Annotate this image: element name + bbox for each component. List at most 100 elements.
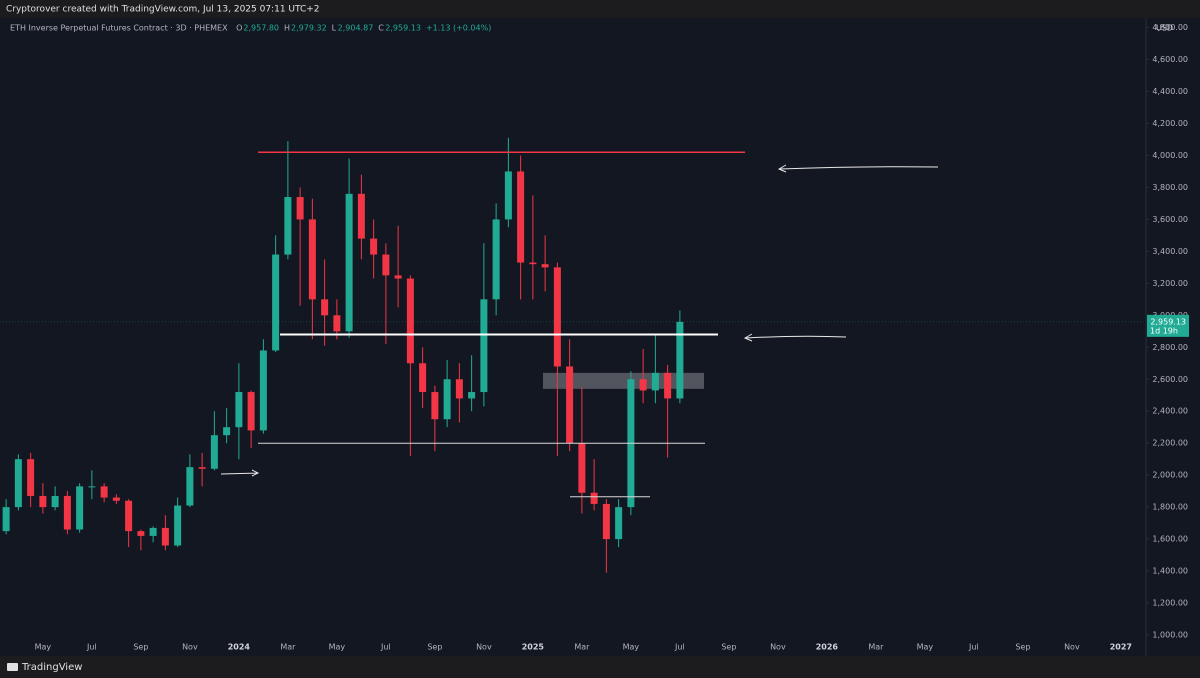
candle-body	[76, 486, 84, 530]
candle-body	[2, 507, 10, 532]
candle-body	[590, 492, 598, 504]
candle-body	[161, 527, 169, 546]
y-tick-label: 2,600.00	[1152, 375, 1188, 384]
x-tick-label: 2027	[1110, 643, 1132, 652]
top-bar	[0, 0, 1200, 18]
candle-body	[382, 254, 390, 276]
y-tick-label: 1,000.00	[1152, 631, 1188, 640]
arrow	[777, 164, 939, 173]
y-tick-label: 1,600.00	[1152, 535, 1188, 544]
x-tick-label: Jul	[674, 643, 685, 652]
arrow	[220, 469, 260, 477]
candle-body	[210, 435, 218, 469]
candle-body	[186, 467, 194, 506]
brand-logo: TradingView	[7, 662, 82, 673]
legend-value: 2,959.13	[385, 24, 421, 33]
change: +1.13 (+0.04%)	[426, 24, 491, 33]
x-tick-label: Jul	[380, 643, 391, 652]
candle-body	[455, 379, 463, 399]
y-tick-label: 1,400.00	[1152, 567, 1188, 576]
candle-body	[345, 193, 353, 332]
y-tick-label: 4,000.00	[1152, 151, 1188, 160]
candle-body	[223, 427, 231, 436]
credit: Cryptorover created with TradingView.com…	[6, 5, 320, 15]
candle-body	[676, 321, 684, 399]
legend-value: 2,957.80	[243, 24, 279, 33]
x-tick-label: May	[35, 643, 52, 652]
bottom-bar	[0, 656, 1200, 678]
candle-body	[308, 219, 316, 300]
candle-body	[14, 459, 22, 508]
y-tick-label: 1,200.00	[1152, 599, 1188, 608]
x-tick-label: May	[623, 643, 640, 652]
candle-body	[529, 262, 537, 265]
candle-body	[370, 238, 378, 255]
candle-body	[492, 219, 500, 300]
candle-body	[480, 299, 488, 393]
legend-key: O	[236, 24, 242, 33]
legend-key: L	[332, 24, 337, 33]
arrows	[220, 164, 939, 477]
x-tick-label: Mar	[574, 643, 590, 652]
legend-key: C	[378, 24, 384, 33]
candle-body	[51, 495, 59, 508]
y-tick-label: 4,200.00	[1152, 119, 1188, 128]
candle-body	[504, 171, 512, 220]
candle-body	[566, 366, 574, 444]
candle-body	[321, 299, 329, 316]
x-tick-label: May	[329, 643, 346, 652]
candle-body	[333, 315, 341, 332]
candle-body	[137, 531, 145, 536]
y-tick-label: 3,400.00	[1152, 247, 1188, 256]
candle-body	[100, 486, 108, 498]
candle-body	[602, 503, 610, 540]
candle-body	[553, 267, 561, 367]
x-tick-label: Sep	[721, 643, 736, 652]
y-tick-label: 4,600.00	[1152, 55, 1188, 64]
legend-value: 2,979.32	[291, 24, 327, 33]
candle-body	[406, 278, 414, 364]
x-tick-label: Sep	[133, 643, 148, 652]
candle-body	[664, 372, 672, 399]
chart-title: ETH Inverse Perpetual Futures Contract ·…	[10, 24, 228, 33]
price-axis	[1146, 18, 1200, 656]
x-tick-label: Sep	[427, 643, 442, 652]
candle-body	[357, 193, 365, 239]
y-tick-label: 4,800.00	[1152, 23, 1188, 32]
y-tick-label: 2,400.00	[1152, 407, 1188, 416]
x-tick-label: Mar	[868, 643, 884, 652]
y-tick-label: 3,600.00	[1152, 215, 1188, 224]
candle-body	[174, 505, 182, 546]
candle-body	[88, 486, 96, 488]
y-tick-label: 3,800.00	[1152, 183, 1188, 192]
x-tick-label: Sep	[1015, 643, 1030, 652]
legend-key: H	[284, 24, 290, 33]
x-tick-label: Nov	[770, 643, 786, 652]
candle-body	[272, 254, 280, 351]
y-tick-label: 2,200.00	[1152, 439, 1188, 448]
candle-body	[443, 379, 451, 420]
candle-body	[247, 392, 255, 431]
candle-body	[27, 459, 35, 496]
candle-body	[259, 350, 267, 431]
legend-value: 2,904.87	[338, 24, 374, 33]
candle-body	[284, 197, 292, 255]
x-tick-label: Nov	[1064, 643, 1080, 652]
last-price-label: 2,959.13	[1150, 317, 1186, 326]
zone	[543, 372, 704, 389]
candle-body	[63, 495, 71, 530]
x-tick-label: 2024	[228, 643, 251, 652]
candle-body	[517, 171, 525, 263]
y-tick-label: 2,000.00	[1152, 471, 1188, 480]
x-tick-label: 2025	[522, 643, 545, 652]
candle-body	[394, 275, 402, 279]
candle-body	[112, 497, 120, 501]
candle-body	[39, 495, 47, 508]
candle-body	[296, 197, 304, 220]
candle-body	[541, 264, 549, 268]
y-tick-label: 1,800.00	[1152, 503, 1188, 512]
candle-body	[149, 527, 157, 536]
candle-body	[198, 467, 206, 469]
